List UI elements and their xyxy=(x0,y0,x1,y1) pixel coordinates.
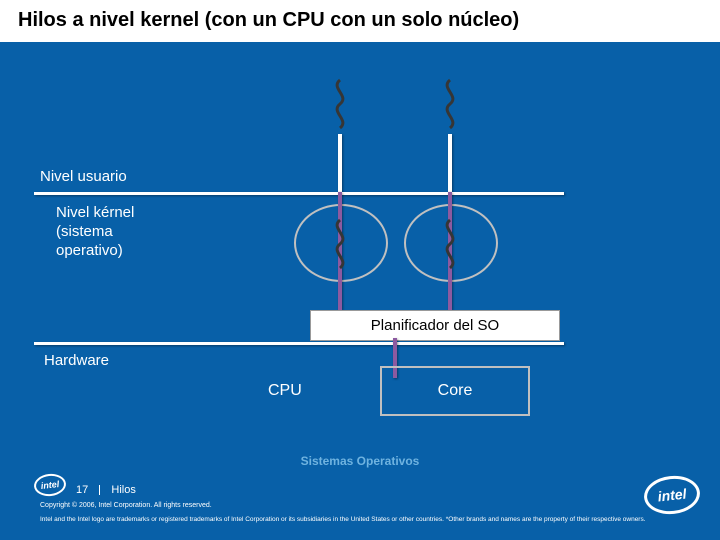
slide-title: Hilos a nivel kernel (con un CPU con un … xyxy=(0,0,720,42)
divider-icon xyxy=(99,485,100,495)
hardware-label: Hardware xyxy=(44,352,109,369)
kernel-line3: operativo) xyxy=(56,242,123,259)
topic-name: Hilos xyxy=(111,484,135,496)
diagram: Nivel usuario Nivel kérnel (sistema oper… xyxy=(0,42,720,432)
intel-logo-small-icon: intel xyxy=(34,474,66,496)
kernel-line2: (sistema xyxy=(56,223,113,240)
thread-squiggle-icon xyxy=(430,78,470,134)
kernel-level-label: Nivel kérnel (sistema operativo) xyxy=(56,204,134,260)
scheduler-box: Planificador del SO xyxy=(310,310,560,341)
page-number: 17 xyxy=(76,484,88,496)
divider-line xyxy=(34,342,564,345)
intel-brand-text: intel xyxy=(33,472,67,497)
trademark-text: Intel and the Intel logo are trademarks … xyxy=(40,516,680,523)
course-name: Sistemas Operativos xyxy=(0,454,720,468)
footer: Sistemas Operativos intel 17 Hilos Copyr… xyxy=(0,454,720,540)
page-info: 17 Hilos xyxy=(76,484,136,496)
user-level-label: Nivel usuario xyxy=(40,168,127,185)
kernel-line1: Nivel kérnel xyxy=(56,204,134,221)
copyright-text: Copyright © 2006, Intel Corporation. All… xyxy=(40,502,212,509)
intel-brand-text: intel xyxy=(642,473,702,517)
thread-squiggle-icon xyxy=(320,218,360,274)
divider-line xyxy=(34,192,564,195)
core-box: Core xyxy=(380,366,530,416)
cpu-label: CPU xyxy=(268,382,302,400)
intel-logo-large-icon: intel xyxy=(644,476,700,514)
thread-line xyxy=(448,134,452,192)
thread-line xyxy=(338,134,342,192)
thread-squiggle-icon xyxy=(430,218,470,274)
thread-squiggle-icon xyxy=(320,78,360,134)
